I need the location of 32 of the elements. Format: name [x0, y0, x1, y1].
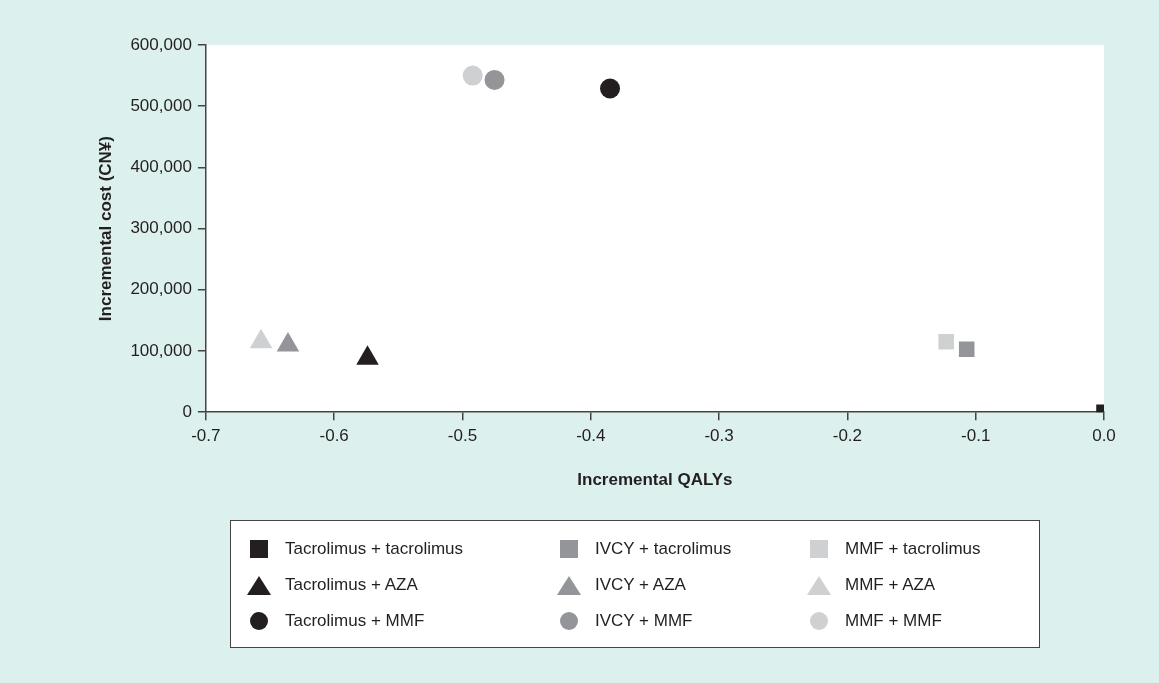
y-axis-title: Incremental cost (CN¥)	[95, 136, 115, 322]
legend-label: Tacrolimus + AZA	[285, 575, 418, 595]
x-tick-label: -0.4	[576, 426, 606, 446]
legend-label: IVCY + MMF	[595, 611, 693, 631]
x-tick-label: -0.7	[191, 426, 221, 446]
x-tick-label: -0.3	[704, 426, 734, 446]
y-tick-label: 600,000	[130, 34, 192, 54]
x-tick-label: -0.2	[832, 426, 863, 446]
legend-label: IVCY + tacrolimus	[595, 539, 732, 559]
y-tick-label: 500,000	[130, 95, 192, 115]
x-tick-label: -0.6	[319, 426, 349, 446]
point	[356, 345, 379, 365]
legend-label: MMF + tacrolimus	[845, 539, 981, 559]
x-tick-label: -0.1	[961, 426, 991, 446]
y-tick-label: 0	[182, 401, 192, 421]
point	[249, 328, 273, 349]
y-tick-label: 100,000	[130, 340, 192, 360]
point	[600, 78, 621, 99]
legend-label: IVCY + AZA	[595, 575, 686, 595]
legend-label: MMF + MMF	[845, 611, 942, 631]
legend-label: MMF + AZA	[845, 575, 936, 595]
point	[462, 65, 483, 86]
legend-label: Tacrolimus + MMF	[285, 611, 425, 631]
point	[484, 69, 505, 90]
y-tick-label: 300,000	[130, 218, 192, 238]
y-tick-label: 400,000	[130, 157, 192, 177]
point	[276, 331, 300, 352]
x-tick-label: -0.5	[447, 426, 478, 446]
x-tick-label: 0.0	[1092, 426, 1116, 446]
legend-label: Tacrolimus + tacrolimus	[285, 539, 464, 559]
x-axis-title: Incremental QALYs	[577, 470, 733, 490]
y-tick-label: 200,000	[130, 279, 192, 299]
